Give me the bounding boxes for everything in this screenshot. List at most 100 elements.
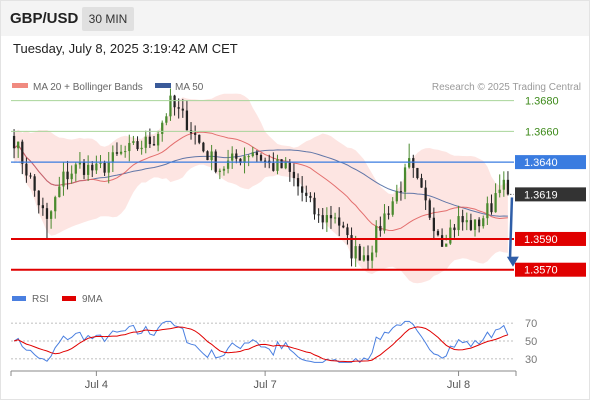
candle bbox=[292, 163, 296, 187]
candle-body bbox=[453, 227, 456, 231]
price-levels: 1.3680 1.3660 1.3640 1.3619 1.3590 1.3570 bbox=[11, 96, 586, 277]
candle bbox=[428, 198, 431, 221]
candle-body bbox=[107, 162, 110, 173]
candle bbox=[218, 168, 221, 180]
candle-body bbox=[140, 147, 143, 150]
candle-body bbox=[338, 217, 341, 226]
candle bbox=[453, 224, 456, 238]
candle-body bbox=[498, 189, 501, 194]
rsi-line bbox=[13, 320, 509, 364]
candle-body bbox=[82, 161, 86, 175]
candle bbox=[284, 157, 287, 170]
candle bbox=[66, 160, 69, 190]
candle bbox=[342, 221, 345, 229]
candle-body bbox=[292, 171, 296, 179]
candle-body bbox=[399, 191, 403, 193]
candle bbox=[440, 228, 444, 247]
candle bbox=[247, 154, 250, 167]
candle-body bbox=[309, 195, 312, 198]
candle-body bbox=[119, 151, 123, 154]
candle bbox=[29, 172, 32, 179]
candle-body bbox=[247, 156, 250, 158]
candle-body bbox=[103, 162, 106, 173]
candle bbox=[490, 194, 493, 215]
candle bbox=[206, 150, 209, 161]
candle-body bbox=[87, 164, 90, 175]
candle-body bbox=[136, 141, 139, 150]
candle bbox=[354, 235, 357, 267]
candle-body bbox=[62, 171, 65, 187]
candle bbox=[87, 155, 90, 181]
level-label: 1.3660 bbox=[525, 126, 559, 138]
ma20-legend-label: MA 20 + Bollinger Bands bbox=[33, 82, 143, 93]
candle-body bbox=[231, 153, 234, 161]
rsi-ma-legend-swatch bbox=[62, 296, 76, 301]
candle-body bbox=[255, 152, 259, 156]
candle-body bbox=[502, 179, 505, 190]
candle-body bbox=[383, 213, 386, 231]
candle bbox=[169, 88, 172, 121]
candle bbox=[469, 213, 473, 232]
level-label-box bbox=[515, 262, 586, 277]
candle-body bbox=[25, 163, 28, 176]
candle-body bbox=[424, 187, 427, 201]
candle bbox=[41, 197, 44, 216]
candle-body bbox=[482, 218, 485, 227]
candle-body bbox=[473, 219, 477, 230]
candle-body bbox=[387, 213, 390, 215]
candle-body bbox=[226, 160, 230, 169]
rsi-tick-label: 70 bbox=[525, 318, 537, 330]
candle-body bbox=[45, 208, 49, 219]
candle-body bbox=[194, 133, 197, 135]
candle bbox=[132, 135, 135, 145]
candle bbox=[70, 165, 73, 184]
candle-body bbox=[218, 170, 221, 172]
candle bbox=[329, 205, 333, 229]
candle bbox=[473, 219, 477, 237]
candle bbox=[243, 147, 246, 174]
symbol-title: GBP/USD bbox=[10, 10, 79, 27]
candle bbox=[49, 210, 53, 229]
rsi-legend-label: RSI bbox=[32, 294, 49, 305]
candle bbox=[222, 166, 226, 176]
candle-body bbox=[301, 186, 304, 193]
level-support: 1.3590 bbox=[11, 231, 586, 246]
candle-body bbox=[379, 225, 382, 231]
candle bbox=[408, 143, 411, 169]
candle bbox=[506, 171, 510, 196]
candle bbox=[346, 223, 349, 245]
level-label: 1.3680 bbox=[525, 96, 559, 108]
candle-body bbox=[37, 190, 40, 206]
candle-body bbox=[490, 203, 493, 213]
candle bbox=[21, 139, 24, 175]
candle bbox=[62, 162, 65, 196]
interval-button[interactable]: 30 MIN bbox=[82, 7, 134, 31]
candle-body bbox=[280, 159, 283, 169]
candle-body bbox=[494, 193, 497, 213]
candle bbox=[280, 159, 283, 169]
candle-body bbox=[408, 158, 411, 168]
candle bbox=[436, 229, 440, 237]
time-axis: Jul 4 Jul 7 Jul 8 bbox=[10, 370, 517, 391]
candle-body bbox=[128, 142, 131, 152]
candle-body bbox=[412, 158, 415, 168]
candle-body bbox=[156, 133, 160, 146]
candle bbox=[194, 125, 197, 145]
candle-body bbox=[99, 162, 102, 164]
level-label-box bbox=[515, 231, 586, 246]
candle-body bbox=[144, 136, 147, 148]
candle-body bbox=[148, 136, 152, 145]
candle-body bbox=[457, 216, 460, 231]
candle-body bbox=[185, 110, 189, 131]
candle-body bbox=[222, 168, 226, 171]
candle bbox=[350, 227, 353, 267]
candle-body bbox=[284, 161, 287, 169]
candle bbox=[420, 173, 423, 188]
forecast-arrow-head bbox=[506, 256, 519, 267]
candle-body bbox=[181, 108, 184, 111]
candle-body bbox=[49, 211, 53, 219]
candle bbox=[115, 142, 119, 156]
candle bbox=[317, 208, 320, 223]
rsi-ma-legend-label: 9MA bbox=[82, 294, 103, 305]
